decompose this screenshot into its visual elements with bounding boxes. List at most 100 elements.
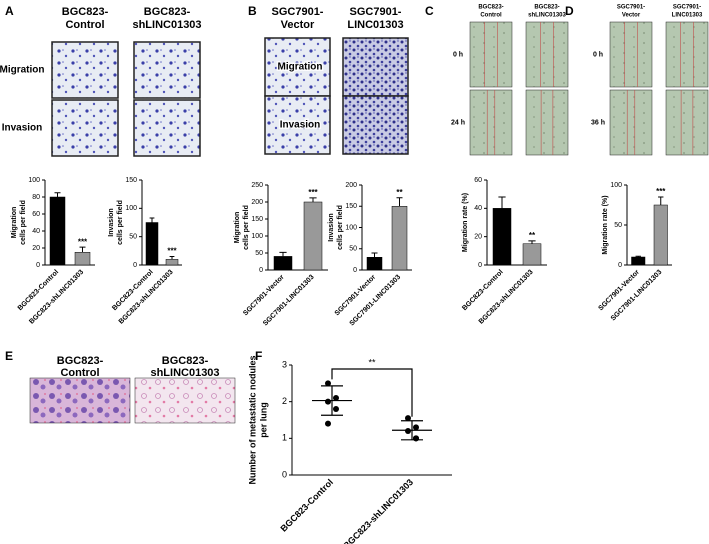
column-label: LINC01303 (347, 19, 403, 31)
significance: ** (368, 357, 376, 367)
significance-bracket (331, 368, 413, 417)
error-bar (79, 246, 86, 253)
row-label: 24 h (451, 119, 465, 126)
column-label: Vector (281, 19, 315, 31)
x-tick-label: SGC7901-LINC01303 (349, 274, 403, 328)
micrograph (51, 41, 119, 99)
sd-bar (321, 385, 343, 416)
y-tick-label: 20 (32, 245, 40, 252)
y-axis-label: Migration rate (%) (602, 195, 609, 254)
y-tick-label: 50 (349, 246, 357, 253)
significance: *** (308, 188, 318, 197)
x-tick-label: BGC823-shLINC01303 (341, 477, 415, 544)
micrograph (29, 377, 131, 424)
bar (391, 206, 408, 271)
micrograph (609, 21, 653, 88)
y-tick-label: 0 (259, 267, 263, 274)
x-tick-label: BGC823-Control (17, 269, 60, 312)
y-axis-label: cells per field (20, 200, 27, 245)
data-point (405, 415, 411, 422)
y-axis-label: Invasion (328, 213, 335, 241)
column-label: SGC7901- (350, 6, 402, 18)
y-tick-label: 100 (125, 205, 137, 212)
y-tick-label: 2 (282, 396, 287, 406)
data-point (413, 424, 419, 431)
y-tick-label: 250 (251, 182, 263, 189)
bar (653, 204, 668, 266)
y-tick-label: 200 (345, 182, 357, 189)
data-point (333, 406, 339, 412)
panel-label: C (425, 4, 434, 18)
y-tick-label: 40 (474, 205, 482, 212)
error-bar (54, 192, 61, 197)
error-bar (498, 196, 506, 209)
y-axis-label: Migration (11, 207, 18, 239)
y-axis-label: Invasion (108, 208, 115, 236)
y-axis-label: cells per field (337, 205, 344, 250)
y-tick-label: 0 (353, 267, 357, 274)
column-label: BGC823- (57, 355, 104, 367)
row-label: Migration (278, 62, 323, 73)
error-bar (169, 256, 175, 260)
bar (74, 252, 91, 266)
error-bar (371, 252, 378, 258)
y-tick-label: 60 (474, 177, 482, 184)
micrograph (525, 21, 569, 88)
column-label: BGC823- (144, 6, 191, 18)
bar (631, 256, 646, 266)
error-bar (279, 251, 287, 257)
row-label: Invasion (2, 123, 43, 134)
bar (273, 256, 293, 271)
x-tick-label: SGC7901-LINC01303 (262, 274, 316, 328)
data-point (325, 398, 331, 405)
micrograph (609, 89, 653, 156)
y-axis-label: Migration rate (%) (462, 193, 469, 252)
row-label: 0 h (453, 51, 463, 58)
sd-bar (401, 420, 423, 441)
x-tick-label: BGC823-shLINC01303 (478, 269, 535, 326)
micrograph (469, 89, 513, 156)
row-label: 36 h (591, 119, 605, 126)
y-axis-label: cells per field (117, 200, 124, 245)
bar (366, 257, 383, 271)
significance: *** (78, 237, 88, 246)
column-label: LINC01303 (672, 13, 703, 19)
y-tick-label: 0 (36, 262, 40, 269)
row-label: 0 h (593, 51, 603, 58)
y-tick-label: 0 (282, 469, 287, 479)
error-bar (635, 255, 641, 257)
error-bar (149, 217, 155, 223)
panel-label: F (255, 349, 262, 363)
significance: *** (656, 187, 666, 196)
y-tick-label: 80 (32, 194, 40, 201)
bar (492, 208, 512, 266)
panel-label: E (5, 349, 13, 363)
micrograph (665, 89, 709, 156)
micrograph (133, 41, 201, 99)
panel-label: A (5, 4, 14, 18)
bar (145, 222, 159, 266)
data-point (325, 420, 331, 427)
bar (165, 259, 179, 266)
error-bar (396, 197, 403, 207)
y-tick-label: 3 (282, 359, 287, 369)
error-bar (658, 196, 664, 205)
micrograph (342, 95, 409, 155)
y-axis-label: cells per field (243, 205, 250, 250)
panel-label: B (248, 4, 257, 18)
bar (303, 201, 323, 271)
column-label: BGC823- (478, 5, 503, 11)
column-label: Control (65, 19, 104, 31)
y-tick-label: 0 (618, 262, 622, 269)
y-tick-label: 150 (125, 177, 137, 184)
micrograph (525, 89, 569, 156)
y-tick-label: 100 (251, 233, 263, 240)
y-tick-label: 200 (251, 199, 263, 206)
y-tick-label: 100 (345, 224, 357, 231)
micrograph (134, 377, 236, 424)
y-tick-label: 150 (251, 216, 263, 223)
y-tick-label: 1 (282, 433, 287, 443)
column-label: Control (60, 367, 99, 379)
data-point (325, 380, 331, 387)
y-tick-label: 40 (32, 228, 40, 235)
